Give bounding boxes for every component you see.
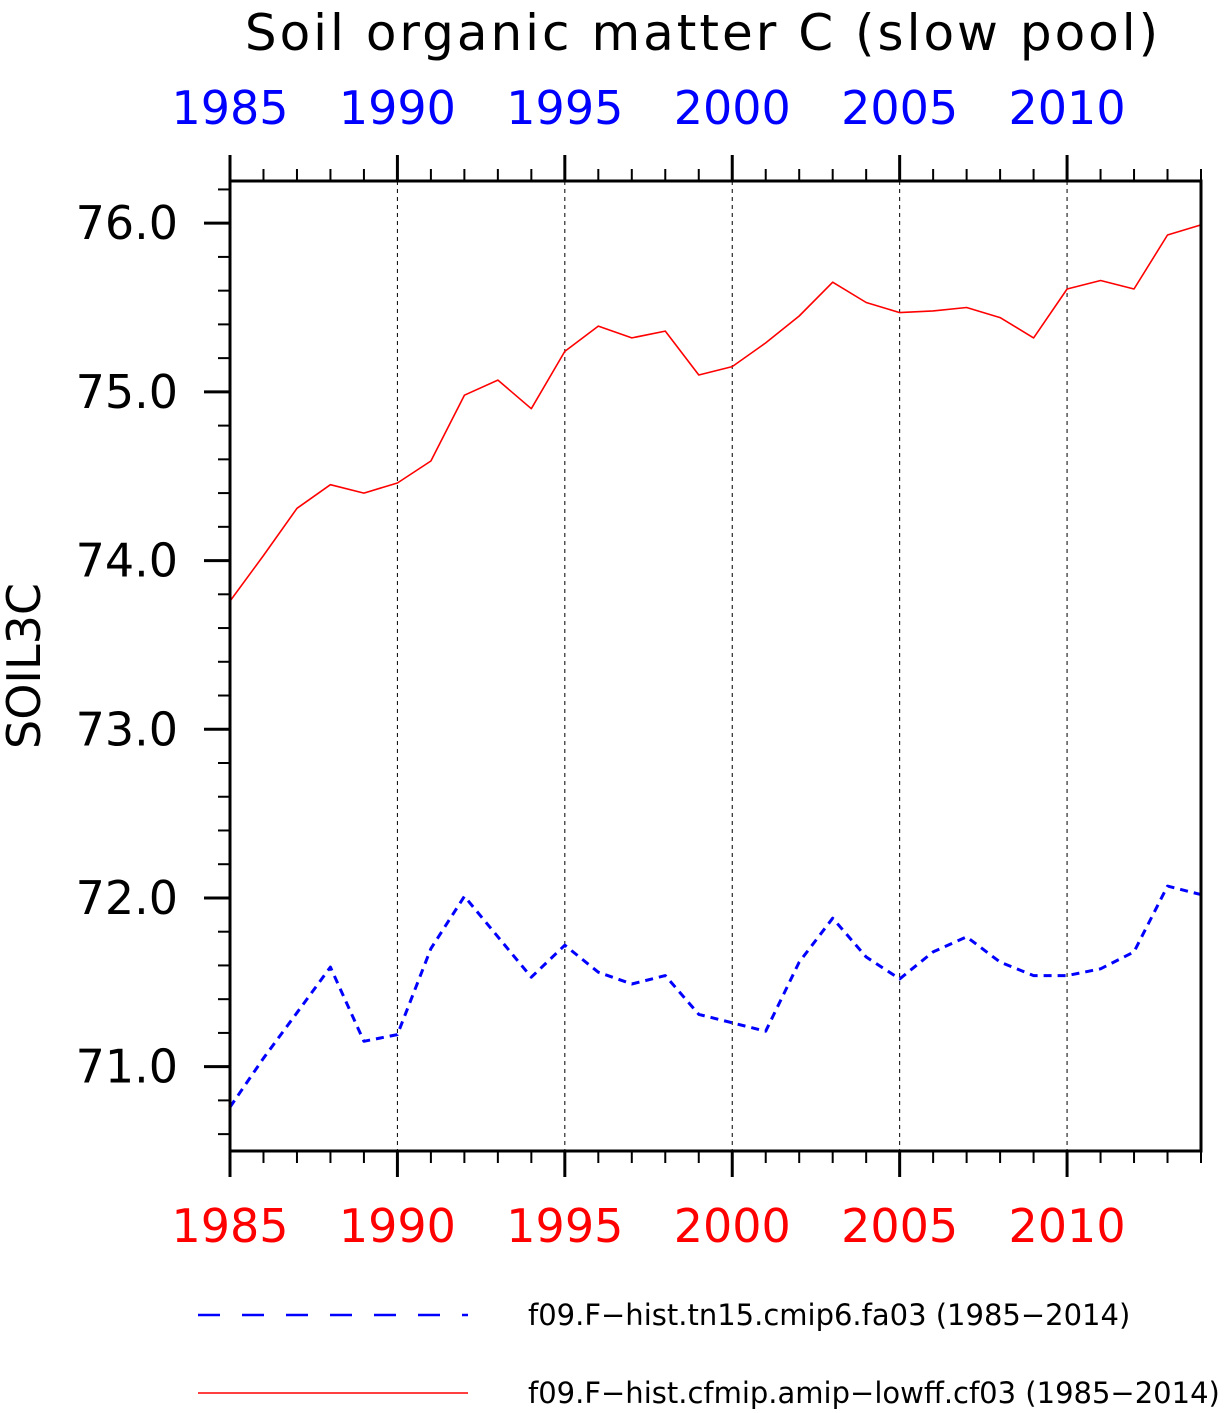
x-tick-label-top: 2010 xyxy=(1009,81,1126,135)
legend-label-1: f09.F−hist.cfmip.amip−lowff.cf03 (1985−2… xyxy=(528,1376,1220,1410)
x-tick-label-top: 2000 xyxy=(674,81,791,135)
x-tick-label-top: 2005 xyxy=(841,81,958,135)
y-tick-label: 74.0 xyxy=(76,534,178,588)
y-tick-label: 72.0 xyxy=(76,871,178,925)
y-tick-label: 71.0 xyxy=(76,1040,178,1094)
series-layer xyxy=(228,224,1202,1108)
x-tick-label-bottom: 1990 xyxy=(339,1199,456,1253)
x-tick-label-top: 1985 xyxy=(171,81,288,135)
x-tick-label-bottom: 1995 xyxy=(506,1199,623,1253)
legend: f09.F−hist.tn15.cmip6.fa03 (1985−2014) f0… xyxy=(198,1298,1220,1410)
x-tick-label-bottom: 2010 xyxy=(1009,1199,1126,1253)
x-tick-label-bottom: 2005 xyxy=(841,1199,958,1253)
x-tick-label-bottom: 2000 xyxy=(674,1199,791,1253)
legend-label-0: f09.F−hist.tn15.cmip6.fa03 (1985−2014) xyxy=(528,1298,1130,1332)
grid-lines xyxy=(396,181,1068,1151)
y-tick-label: 76.0 xyxy=(76,196,178,250)
y-axis-label: SOIL3C xyxy=(0,583,51,749)
x-tick-label-top: 1990 xyxy=(339,81,456,135)
x-tick-label-bottom: 1985 xyxy=(171,1199,288,1253)
series-line-1 xyxy=(228,884,1202,1108)
plot-frame xyxy=(228,179,1203,1153)
series-line-0 xyxy=(229,224,1202,602)
y-tick-label: 73.0 xyxy=(76,702,178,756)
chart-title: Soil organic matter C (slow pool) xyxy=(245,4,1161,62)
x-tick-label-top: 1995 xyxy=(506,81,623,135)
axes: 1985 1985 1990 1990 1995 1995 2000 2000 2005 2005… xyxy=(76,81,1203,1253)
y-tick-label: 75.0 xyxy=(76,365,178,419)
